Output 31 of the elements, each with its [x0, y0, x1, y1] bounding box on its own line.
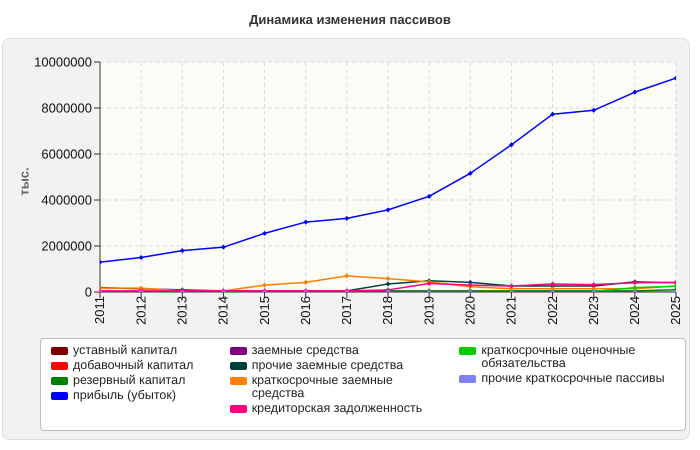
- y-tick-label: 2000000: [41, 238, 92, 254]
- y-tick-label: 4000000: [41, 192, 92, 208]
- y-axis-title: тыс.: [16, 167, 32, 196]
- legend-label: заемные средства: [252, 343, 359, 357]
- x-tick-label: 2016: [298, 296, 313, 325]
- x-tick-label: 2015: [256, 296, 272, 325]
- x-tick-label: 2021: [504, 296, 519, 325]
- x-tick-label: 2019: [421, 296, 436, 325]
- legend-label: прочие заемные средства: [252, 358, 404, 372]
- x-tick-label: 2025: [668, 296, 684, 325]
- x-tick-label: 2011: [92, 296, 108, 324]
- x-tick-label: 2023: [586, 296, 601, 325]
- y-tick-label: 10000000: [34, 54, 92, 70]
- legend-label: резервный капитал: [73, 373, 186, 387]
- legend-label: уставный капитал: [73, 343, 178, 357]
- legend-label: добавочный капитал: [73, 358, 194, 372]
- legend-label: прибыль (убыток): [73, 388, 176, 402]
- x-tick-label: 2024: [627, 296, 642, 325]
- y-tick-label: 0: [84, 284, 92, 300]
- x-tick-label: 2020: [462, 296, 478, 325]
- chart-title: Динамика изменения пассивов: [248, 12, 452, 27]
- x-tick-label: 2017: [339, 296, 354, 325]
- legend-label: прочие краткосрочные пассивы: [481, 371, 665, 385]
- y-tick-label: 8000000: [41, 100, 92, 116]
- x-tick-label: 2012: [133, 296, 148, 325]
- x-tick-label: 2014: [216, 296, 231, 325]
- x-tick-label: 2013: [174, 296, 190, 325]
- x-tick-label: 2018: [380, 296, 396, 325]
- legend-label: кредиторская задолженность: [252, 401, 422, 415]
- y-tick-label: 6000000: [41, 146, 92, 162]
- x-tick-label: 2022: [544, 296, 560, 325]
